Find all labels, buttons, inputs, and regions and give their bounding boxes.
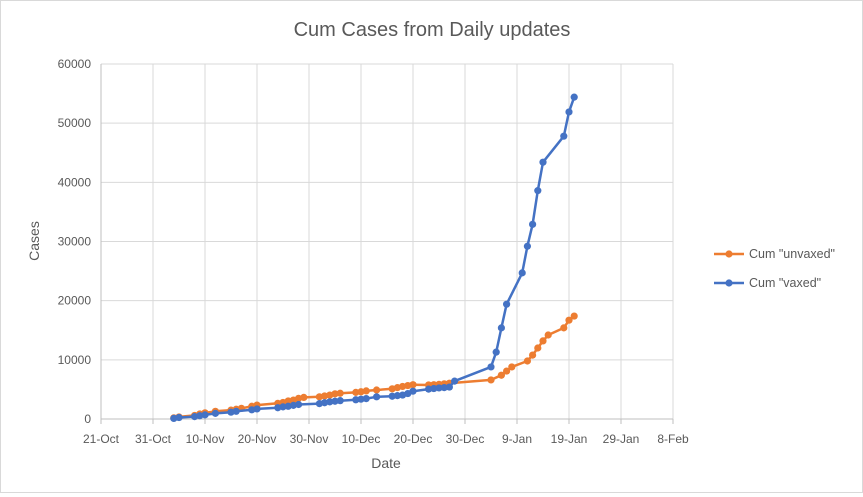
legend-label: Cum "vaxed" (749, 276, 821, 290)
data-point (539, 337, 547, 345)
legend-label: Cum "unvaxed" (749, 247, 835, 261)
data-point (503, 300, 511, 308)
data-point (201, 411, 209, 419)
x-tick-label: 20-Dec (394, 432, 433, 446)
chart-title: Cum Cases from Daily updates (294, 19, 571, 41)
data-point (331, 397, 339, 405)
legend-marker (725, 279, 733, 287)
x-tick-label: 9-Jan (502, 432, 532, 446)
x-tick-label: 30-Nov (290, 432, 329, 446)
data-point (393, 392, 401, 400)
data-point (253, 405, 261, 413)
data-point (560, 132, 568, 140)
data-point (211, 409, 219, 417)
y-axis-title: Cases (26, 221, 42, 261)
y-tick-label: 50000 (58, 116, 92, 130)
data-point (497, 371, 505, 379)
y-tick-label: 20000 (58, 294, 92, 308)
data-point (534, 344, 542, 352)
y-tick-label: 40000 (58, 175, 92, 189)
data-point (300, 393, 308, 402)
data-point (539, 158, 547, 166)
data-point (451, 377, 459, 385)
data-point (565, 108, 573, 116)
data-point (336, 389, 344, 397)
data-point (373, 393, 381, 401)
data-point (565, 316, 573, 324)
x-tick-label: 20-Nov (238, 432, 277, 446)
data-point (440, 384, 448, 392)
data-point (487, 376, 495, 384)
x-tick-label: 8-Feb (657, 432, 689, 446)
x-tick-label: 30-Dec (446, 432, 485, 446)
x-tick-label: 10-Dec (342, 432, 381, 446)
data-point (523, 357, 532, 365)
x-tick-label: 10-Nov (186, 432, 225, 446)
data-point (560, 324, 568, 332)
data-point (326, 398, 334, 406)
legend-item: Cum "vaxed" (714, 276, 821, 290)
data-point (503, 367, 511, 375)
y-tick-label: 0 (84, 412, 91, 426)
data-point (529, 351, 537, 359)
data-point (373, 386, 381, 394)
data-point (523, 242, 532, 250)
data-point (445, 383, 453, 391)
y-tick-label: 10000 (58, 353, 92, 367)
y-tick-label: 60000 (58, 57, 92, 71)
legend-marker (725, 250, 733, 258)
data-point (529, 220, 537, 228)
data-point (388, 392, 396, 400)
data-point (352, 388, 360, 396)
data-point (534, 187, 542, 195)
data-point (508, 363, 516, 371)
data-point (362, 394, 370, 403)
data-point (409, 381, 417, 389)
series-1 (170, 93, 578, 423)
legend: Cum "unvaxed" Cum "vaxed" (714, 247, 835, 290)
x-axis-title: Date (371, 455, 401, 471)
data-point (357, 395, 365, 403)
data-point (409, 387, 417, 395)
data-point (570, 93, 578, 101)
axes: 0 10000 20000 30000 40000 50000 60000 21-Oct 31-… (58, 57, 689, 446)
data-point (331, 390, 339, 398)
y-tick-label: 30000 (58, 235, 92, 249)
data-point (279, 403, 287, 411)
data-point (487, 363, 495, 371)
data-point (435, 384, 443, 392)
series-line (173, 96, 576, 420)
x-tick-label: 31-Oct (135, 432, 172, 446)
data-point (336, 397, 344, 405)
data-point (492, 348, 500, 356)
x-tick-label: 19-Jan (551, 432, 588, 446)
data-point (518, 269, 526, 277)
data-point (544, 331, 552, 339)
data-point (295, 400, 303, 409)
data-point (352, 396, 360, 404)
data-point (232, 407, 240, 415)
x-tick-label: 21-Oct (83, 432, 120, 446)
data-point (430, 384, 438, 393)
data-point (362, 387, 370, 395)
series-lines (170, 93, 578, 423)
data-point (425, 385, 433, 393)
gridlines (101, 63, 674, 419)
data-point (175, 413, 183, 422)
data-point (497, 324, 505, 332)
data-point (570, 312, 578, 320)
legend-item: Cum "unvaxed" (714, 247, 835, 261)
x-tick-label: 29-Jan (603, 432, 640, 446)
